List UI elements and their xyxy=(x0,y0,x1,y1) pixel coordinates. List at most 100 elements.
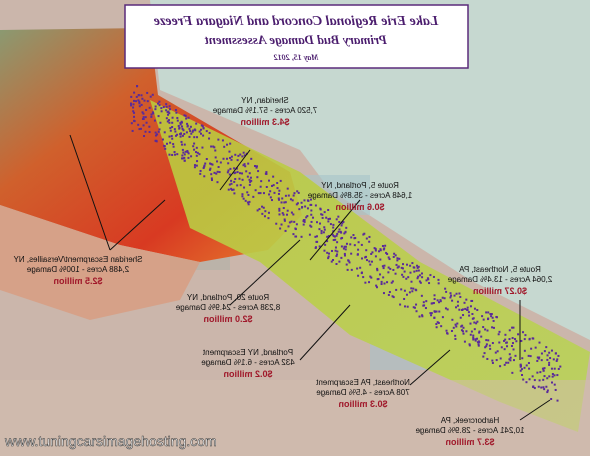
vineyard-dot xyxy=(528,378,531,381)
vineyard-dot xyxy=(421,314,424,317)
vineyard-dot xyxy=(203,165,206,168)
vineyard-dot xyxy=(530,347,533,350)
vineyard-dot xyxy=(536,371,539,374)
vineyard-dot xyxy=(148,125,151,128)
leader xyxy=(309,199,361,261)
vineyard-dot xyxy=(152,112,155,115)
vineyard-dot xyxy=(364,281,367,284)
vineyard-dot xyxy=(492,319,495,322)
vineyard-dot xyxy=(523,338,526,341)
vineyard-dot xyxy=(294,227,297,230)
vineyard-dot xyxy=(538,356,541,359)
vineyard-dot xyxy=(323,226,326,229)
vineyard-dot xyxy=(543,375,546,378)
vineyard-dot xyxy=(193,136,196,139)
vineyard-dot xyxy=(144,116,147,119)
region-name: Route 20, Portland, NY xyxy=(186,293,269,302)
vineyard-dot xyxy=(499,357,502,360)
vineyard-dot xyxy=(303,199,306,202)
vineyard-dot xyxy=(386,252,389,255)
vineyard-dot xyxy=(133,111,136,114)
vineyard-dot xyxy=(444,307,447,310)
vineyard-dot xyxy=(248,172,251,175)
vineyard-dot xyxy=(376,269,379,272)
vineyard-dot xyxy=(403,270,406,273)
vineyard-dot xyxy=(287,225,290,228)
vineyard-dot xyxy=(242,164,245,167)
vineyard-dot xyxy=(383,282,386,285)
vineyard-dot xyxy=(332,258,335,261)
region-name: Portland, NY Escarpment xyxy=(202,348,293,357)
vineyard-dot xyxy=(276,182,279,185)
leader xyxy=(409,349,451,386)
vineyard-dot xyxy=(432,275,435,278)
vineyard-dot xyxy=(557,354,560,357)
vineyard-dot xyxy=(327,257,330,260)
vineyard-dot xyxy=(132,106,135,109)
vineyard-dot xyxy=(336,250,339,253)
vineyard-dot xyxy=(488,344,491,347)
vineyard-dot xyxy=(338,220,341,223)
vineyard-dot xyxy=(252,195,255,198)
vineyard-dot xyxy=(383,247,386,250)
vineyard-dot xyxy=(332,235,335,238)
vineyard-dot xyxy=(154,108,157,111)
vineyard-dot xyxy=(368,281,371,284)
vineyard-dot xyxy=(529,355,532,358)
vineyard-dot xyxy=(522,378,525,381)
vineyard-dot xyxy=(159,121,162,124)
vineyard-dot xyxy=(278,189,281,192)
vineyard-dot xyxy=(278,207,281,210)
vineyard-dot xyxy=(386,281,389,284)
vineyard-dot xyxy=(234,178,237,181)
vineyard-dot xyxy=(469,305,472,308)
vineyard-dot xyxy=(487,311,490,314)
vineyard-dot xyxy=(332,239,335,242)
vineyard-dot xyxy=(154,139,157,142)
vineyard-dot xyxy=(380,280,383,283)
vineyard-dot xyxy=(514,338,517,341)
vineyard-dot xyxy=(426,277,429,280)
vineyard-dot xyxy=(482,318,485,321)
vineyard-dot xyxy=(480,335,483,338)
vineyard-dot xyxy=(553,374,556,377)
vineyard-dot xyxy=(277,198,280,201)
vineyard-dot xyxy=(158,104,161,107)
vineyard-dot xyxy=(483,352,486,355)
vineyard-dot xyxy=(267,179,270,182)
vineyard-dot xyxy=(508,338,511,341)
vineyard-dot xyxy=(327,252,330,255)
vineyard-dot xyxy=(183,143,186,146)
vineyard-dot xyxy=(445,329,448,332)
vineyard-dot xyxy=(455,325,458,328)
vineyard-dot xyxy=(467,311,470,314)
vineyard-dot xyxy=(189,130,192,133)
subtitle: Primary Bud Damage Assessment xyxy=(205,32,387,47)
vineyard-dot xyxy=(229,156,232,159)
vineyard-dot xyxy=(446,332,449,335)
vineyard-dot xyxy=(315,221,318,224)
vineyard-dot xyxy=(508,358,511,361)
vineyard-dot xyxy=(140,94,143,97)
vineyard-dot xyxy=(195,154,198,157)
vineyard-dot xyxy=(229,142,232,145)
vineyard-dot xyxy=(348,261,351,264)
vineyard-dot xyxy=(193,142,196,145)
vineyard-dot xyxy=(309,203,312,206)
vineyard-dot xyxy=(185,131,188,134)
vineyard-dot xyxy=(246,191,249,194)
region-detail: 7,520 Acres - 57.1% Damage xyxy=(212,106,317,115)
vineyard-dot xyxy=(180,143,183,146)
vineyard-dot xyxy=(427,278,430,281)
vineyard-dot xyxy=(196,151,199,154)
vineyard-dot xyxy=(277,197,280,200)
vineyard-dot xyxy=(520,368,523,371)
vineyard-dot xyxy=(338,228,341,231)
vineyard-dot xyxy=(331,233,334,236)
vineyard-dot xyxy=(142,112,145,115)
vineyard-dot xyxy=(334,238,337,241)
vineyard-dot xyxy=(402,275,405,278)
vineyard-dot xyxy=(514,354,517,357)
vineyard-dot xyxy=(523,366,526,369)
